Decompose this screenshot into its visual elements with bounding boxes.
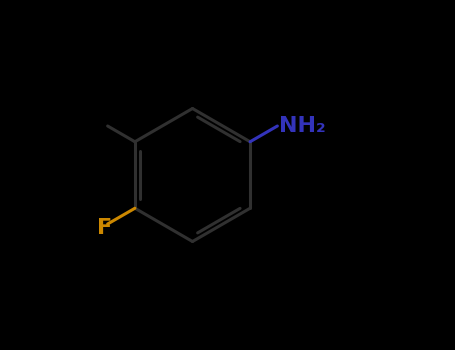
Text: F: F xyxy=(96,217,111,238)
Text: NH₂: NH₂ xyxy=(279,116,326,136)
